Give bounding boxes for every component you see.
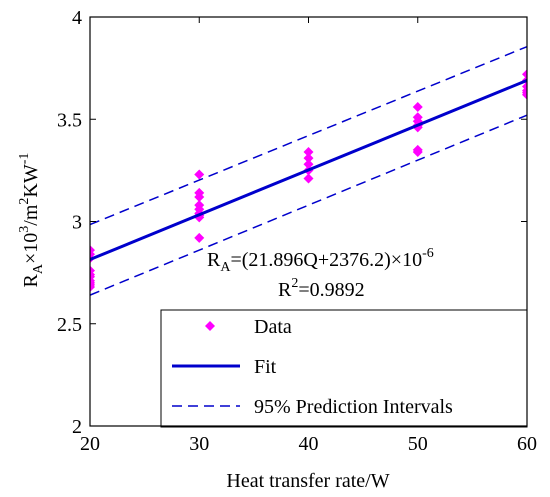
plot-area xyxy=(90,45,527,296)
data-point xyxy=(412,101,423,112)
x-tick-label: 60 xyxy=(517,433,537,455)
legend-data-label: Data xyxy=(254,316,292,338)
data-point xyxy=(194,191,205,202)
legend-interval-label: 95% Prediction Intervals xyxy=(254,396,453,418)
fit-equation: RA=(21.896Q+2376.2)×10-6 xyxy=(207,246,434,275)
data-point xyxy=(303,173,314,184)
legend-data-marker xyxy=(205,321,215,331)
legend-box xyxy=(160,309,528,428)
y-tick-label: 4 xyxy=(72,7,82,29)
y-tick-label: 2 xyxy=(72,416,82,438)
axis-ticks: 20 30 40 50 60 2 2.5 3 3.5 4 xyxy=(57,7,537,455)
data-point xyxy=(303,153,314,164)
data-point xyxy=(303,159,314,170)
r-squared-label: R2=0.9892 xyxy=(278,276,365,301)
prediction-interval-line xyxy=(90,114,527,296)
prediction-interval-line xyxy=(90,45,527,226)
data-point xyxy=(522,89,527,100)
y-tick-label: 3.5 xyxy=(57,109,82,131)
x-tick-label: 40 xyxy=(299,433,319,455)
x-tick-label: 20 xyxy=(80,433,100,455)
y-tick-label: 3 xyxy=(72,212,82,234)
legend: Data Fit 95% Prediction Intervals xyxy=(160,309,528,428)
data-point xyxy=(303,146,314,157)
data-point xyxy=(412,146,423,157)
axes-frame xyxy=(89,16,528,427)
data-point xyxy=(90,281,95,292)
y-tick-label: 2.5 xyxy=(57,314,82,336)
fit-line xyxy=(90,79,527,261)
legend-fit-label: Fit xyxy=(254,356,277,378)
y-axis-label: RA×103/m2KW-1 xyxy=(17,153,46,288)
x-tick-label: 50 xyxy=(408,433,428,455)
data-point xyxy=(194,169,205,180)
x-axis-label: Heat transfer rate/W xyxy=(226,470,389,492)
x-tick-label: 30 xyxy=(189,433,209,455)
plot-series xyxy=(90,45,527,296)
data-point xyxy=(194,232,205,243)
